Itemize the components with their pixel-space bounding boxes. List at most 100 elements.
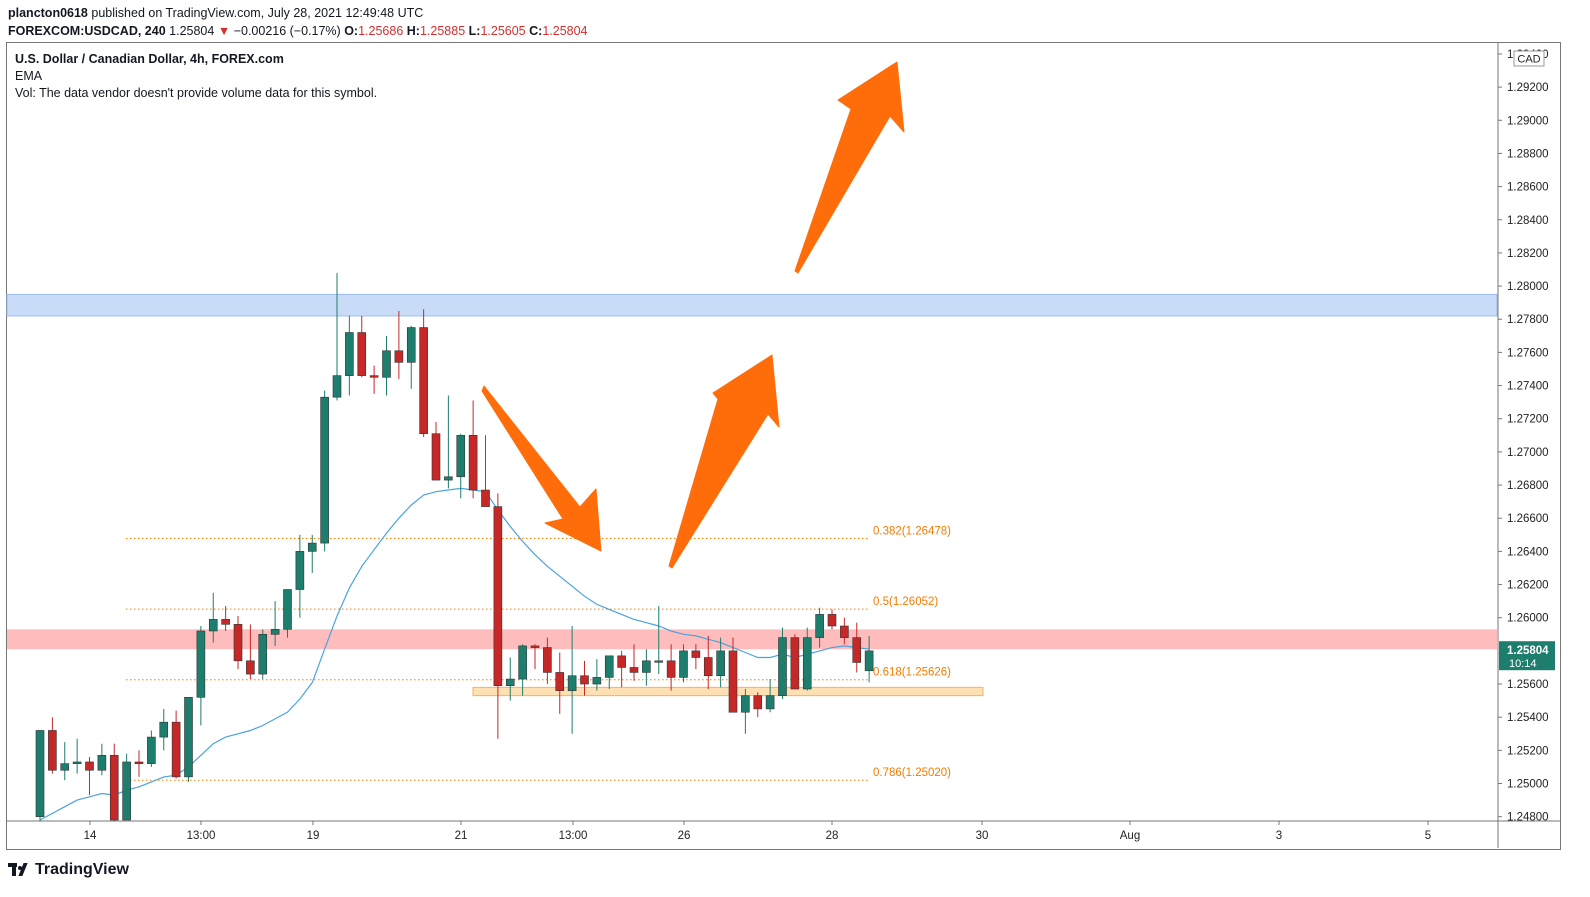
price-tick-label: 1.27800: [1507, 314, 1549, 326]
candle-body: [604, 655, 614, 678]
down-arrow-icon: ▼: [217, 24, 231, 38]
price-tick-label: 1.27200: [1507, 414, 1549, 426]
price-tick-label: 1.25200: [1507, 745, 1549, 757]
trend-arrow: [481, 385, 602, 552]
candle-body: [716, 650, 725, 677]
symbol-line: FOREXCOM:USDCAD, 240 1.25804 ▼ −0.00216 …: [8, 22, 588, 40]
price-tick-label: 1.29000: [1507, 115, 1549, 127]
price-change: −0.00216 (−0.17%): [233, 24, 341, 38]
price-tick-label: 1.28800: [1507, 148, 1549, 160]
candle-body: [85, 761, 94, 771]
price-tick-label: 1.28400: [1507, 215, 1549, 227]
close-value: 1.25804: [542, 24, 588, 38]
footer-brand[interactable]: TradingView: [8, 861, 129, 879]
candle-body: [481, 489, 490, 507]
candle-body: [295, 551, 305, 590]
time-tick-label: 5: [1425, 830, 1431, 842]
candle-body: [345, 332, 354, 376]
price-tick-label: 1.26200: [1507, 580, 1549, 592]
candle-body: [703, 657, 713, 677]
price-tick-label: 1.25400: [1507, 712, 1549, 724]
legend-volume[interactable]: Vol: The data vendor doesn't provide vol…: [15, 86, 378, 100]
candle-body: [320, 396, 329, 544]
candle-body: [60, 763, 70, 771]
chart-frame: [6, 42, 1561, 850]
fib-layer: 0.382(1.26478) 0.5(1.26052) 0.618(1.25626)…: [126, 525, 951, 781]
price-tick-label: 1.29200: [1507, 82, 1549, 94]
high-value: 1.25885: [419, 24, 466, 38]
candle-body: [505, 678, 515, 686]
time-tick-label: 3: [1276, 830, 1282, 842]
candle-body: [840, 625, 849, 638]
candle-body: [827, 614, 837, 627]
candle-body: [431, 433, 441, 481]
candle-body: [122, 761, 131, 821]
candle-body: [864, 650, 874, 672]
candle-body: [283, 589, 292, 630]
candle-body: [221, 619, 230, 625]
countdown-label: 10:14: [1509, 658, 1537, 670]
candle-body: [406, 327, 416, 363]
candle-body: [382, 350, 391, 378]
resistance-zone: [6, 293, 1498, 317]
price-tick-label: 1.28000: [1507, 281, 1549, 293]
candle-body: [48, 730, 57, 771]
candle-body: [691, 650, 701, 658]
candle-body: [567, 675, 577, 691]
fib-label: 0.618(1.25626): [873, 667, 951, 679]
price-tick-label: 1.27000: [1507, 447, 1549, 459]
candle-body: [307, 542, 317, 552]
legend-ema[interactable]: EMA: [15, 69, 43, 83]
candle-body: [765, 695, 775, 710]
time-tick-label: 26: [678, 830, 691, 842]
candle-body: [419, 327, 428, 434]
last-price: 1.25804: [169, 24, 215, 38]
price-tick-label: 1.26400: [1507, 546, 1549, 558]
candle-body: [852, 637, 862, 663]
price-tick-label: 1.25600: [1507, 679, 1549, 691]
candle-body: [109, 755, 119, 821]
axis-layer: 1.294001.292001.290001.288001.286001.284…: [7, 42, 1561, 848]
publish-line: plancton0618 published on TradingView.co…: [8, 4, 588, 22]
candle-body: [555, 672, 565, 691]
candle-body: [468, 435, 478, 491]
fib-label: 0.5(1.26052): [873, 596, 938, 608]
candle-body: [208, 619, 218, 632]
candle-body: [184, 696, 193, 778]
candle-body: [493, 506, 503, 686]
time-tick-label: 21: [455, 830, 468, 842]
candle-body: [815, 614, 824, 638]
arrows-layer: [481, 61, 905, 569]
candle-body: [270, 629, 280, 635]
low-value: 1.25605: [480, 24, 526, 38]
price-tick-label: 1.28200: [1507, 248, 1549, 260]
candle-body: [369, 375, 379, 378]
candle-body: [159, 721, 169, 738]
candles-layer: [35, 272, 874, 822]
candle-body: [134, 761, 144, 764]
candle-body: [72, 761, 82, 764]
fib-label: 0.786(1.25020): [873, 767, 951, 779]
candle-body: [753, 695, 763, 710]
chart-legend: U.S. Dollar / Canadian Dollar, 4h, FOREX…: [15, 51, 377, 102]
candle-body: [444, 476, 453, 481]
candle-body: [642, 660, 651, 673]
candle-body: [147, 736, 156, 764]
candle-body: [332, 375, 342, 398]
open-value: 1.25686: [358, 24, 404, 38]
time-tick-label: Aug: [1120, 830, 1140, 842]
legend-title: U.S. Dollar / Canadian Dollar, 4h, FOREX…: [15, 52, 284, 66]
trend-arrow: [668, 354, 780, 569]
candle-body: [171, 721, 181, 778]
candle-body: [233, 624, 243, 662]
candle-body: [679, 650, 688, 678]
currency-box: [1513, 50, 1545, 67]
candle-body: [666, 660, 676, 678]
author-name[interactable]: plancton0618: [8, 6, 88, 20]
candle-body: [741, 695, 750, 713]
last-price-label: 1.25804: [1507, 645, 1549, 657]
candle-body: [592, 677, 602, 685]
price-tick-label: 1.26000: [1507, 613, 1549, 625]
time-tick-label: 13:00: [559, 830, 588, 842]
